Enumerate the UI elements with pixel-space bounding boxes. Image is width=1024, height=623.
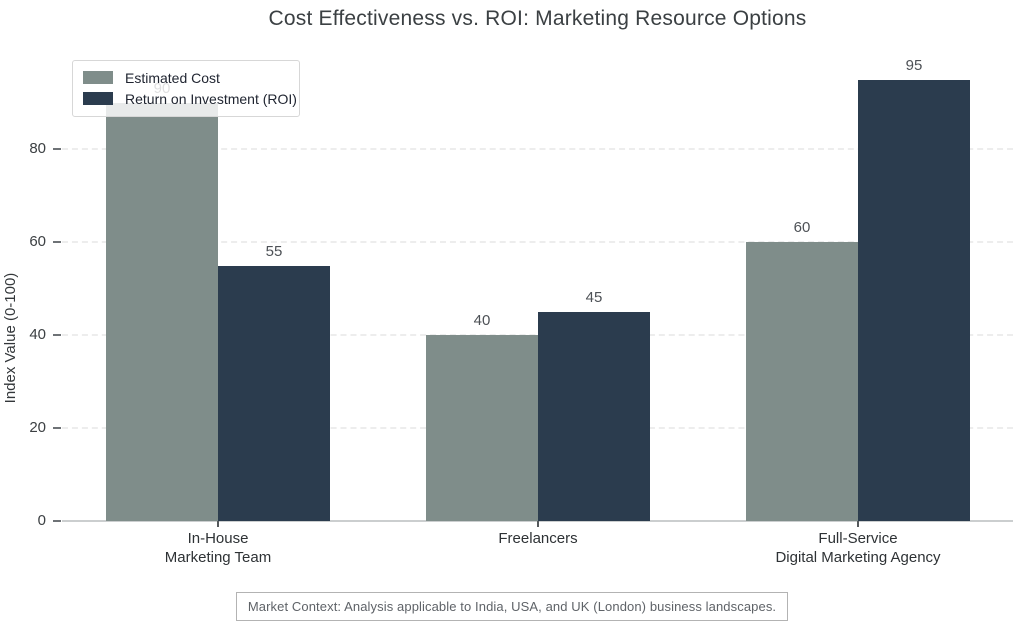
caption-container: Market Context: Analysis applicable to I… xyxy=(0,592,1024,621)
category-label-2: Full-Service Digital Marketing Agency xyxy=(775,530,941,566)
y-tick-20 xyxy=(53,427,61,430)
y-tick-label-40: 40 xyxy=(29,326,46,344)
bar-value-label-1-0: 55 xyxy=(265,243,283,260)
bar-value-label-1-2: 95 xyxy=(905,57,923,74)
bar-return-on-investment-roi--1 xyxy=(538,312,650,521)
legend-label-estimated-cost: Estimated Cost xyxy=(125,69,220,86)
bar-estimated-cost-1 xyxy=(426,335,538,521)
bar-value-label-0-2: 60 xyxy=(793,219,811,236)
legend-swatch-estimated-cost xyxy=(83,71,113,84)
y-tick-label-0: 0 xyxy=(37,512,46,529)
legend-item-roi: Return on Investment (ROI) xyxy=(83,89,297,108)
gridline-60 xyxy=(62,241,1013,244)
y-tick-80 xyxy=(53,148,61,151)
legend: Estimated Cost Return on Investment (ROI… xyxy=(72,60,300,117)
y-tick-40 xyxy=(53,334,61,337)
chart-title: Cost Effectiveness vs. ROI: Marketing Re… xyxy=(268,7,807,30)
legend-label-roi: Return on Investment (ROI) xyxy=(125,90,297,107)
bar-estimated-cost-2 xyxy=(746,242,858,521)
legend-swatch-roi xyxy=(83,92,113,105)
y-tick-0 xyxy=(53,520,61,522)
category-label-1: Freelancers xyxy=(498,530,578,547)
y-tick-label-60: 60 xyxy=(29,233,46,251)
y-tick-label-80: 80 xyxy=(29,140,46,158)
x-tick-0 xyxy=(217,521,219,527)
gridline-80 xyxy=(62,148,1013,151)
legend-item-estimated-cost: Estimated Cost xyxy=(83,68,289,87)
bar-return-on-investment-roi--2 xyxy=(858,80,970,521)
market-context-caption: Market Context: Analysis applicable to I… xyxy=(235,592,789,621)
y-tick-label-20: 20 xyxy=(29,419,46,437)
bar-value-label-0-1: 40 xyxy=(473,312,491,329)
category-label-0: In-House Marketing Team xyxy=(164,530,272,566)
bar-return-on-investment-roi--0 xyxy=(218,266,330,521)
bar-estimated-cost-0 xyxy=(106,103,218,521)
bar-value-label-1-1: 45 xyxy=(585,289,603,306)
y-tick-60 xyxy=(53,241,61,244)
x-tick-1 xyxy=(537,521,539,527)
x-tick-2 xyxy=(857,521,859,527)
